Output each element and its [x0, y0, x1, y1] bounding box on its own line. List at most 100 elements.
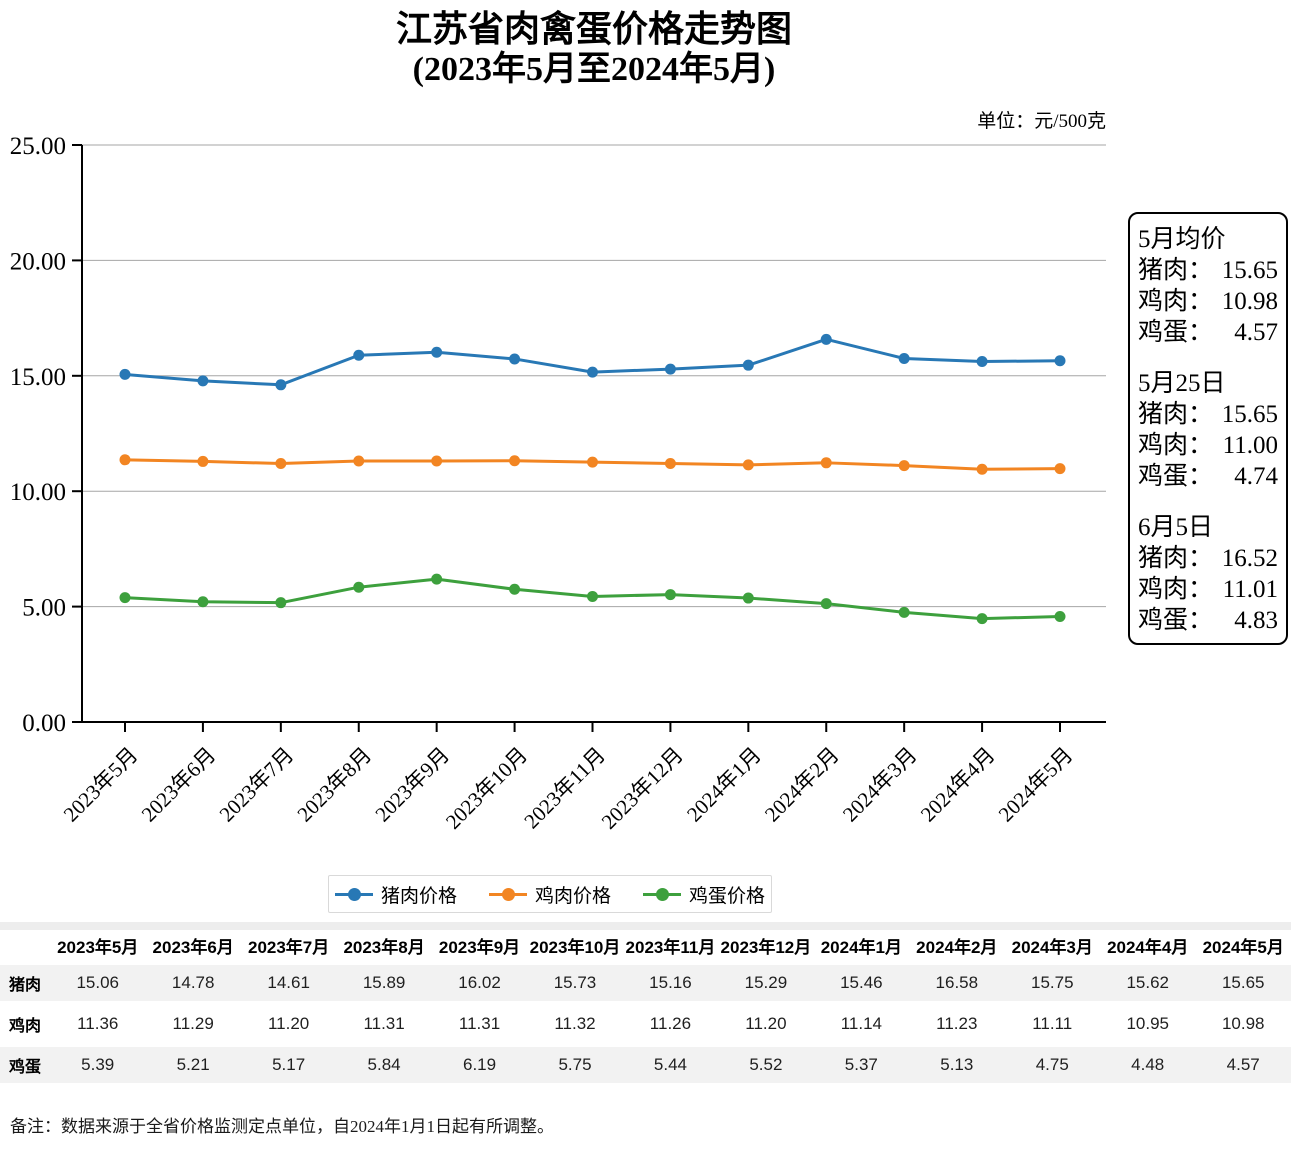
table-cell: 15.16: [622, 960, 719, 1006]
pork-data-point: [353, 349, 365, 361]
legend-label: 鸡肉价格: [535, 885, 612, 907]
table-cell: 11.11: [1004, 1001, 1100, 1047]
footnote: 备注：数据来源于全省价格监测定点单位，自2024年1月1日起有所调整。: [10, 1117, 554, 1136]
table-cell: 11.26: [622, 1001, 719, 1047]
price-trend-chart: 0.005.0010.0015.0020.0025.002023年5月2023年…: [10, 133, 1106, 834]
table-column-header: 2023年9月: [431, 930, 528, 964]
summary-value: 15.65: [1221, 257, 1278, 284]
pork-data-point: [509, 353, 521, 365]
table-cell: 11.32: [527, 1001, 623, 1047]
pork-data-point: [587, 366, 598, 378]
x-axis-label: 2024年2月: [760, 743, 844, 827]
table-cell: 11.31: [336, 1001, 432, 1047]
table-cell: 11.23: [909, 1001, 1005, 1047]
table-cell: 4.75: [1004, 1042, 1100, 1088]
table-column-header: 2023年8月: [336, 930, 432, 964]
table-cell: 5.44: [622, 1042, 719, 1088]
legend-item-pork: 猪肉价格: [335, 881, 457, 908]
egg-data-point: [820, 598, 832, 610]
pork-data-point: [1054, 355, 1066, 367]
table-cell: 5.52: [718, 1042, 814, 1088]
x-axis-label: 2024年5月: [994, 743, 1078, 827]
summary-heading: 5月均价: [1138, 226, 1226, 253]
pork-data-point: [976, 355, 988, 367]
table-cell: 5.75: [527, 1042, 623, 1088]
egg-data-point: [197, 596, 209, 608]
summary-value: 10.98: [1221, 288, 1278, 315]
legend-label: 猪肉价格: [381, 885, 458, 907]
table-column-header: 2024年4月: [1099, 930, 1196, 964]
egg-data-point: [353, 581, 365, 593]
table-column-header: 2023年5月: [50, 930, 146, 964]
legend-item-chicken: 鸡肉价格: [489, 881, 611, 908]
table-row: 猪肉 15.06 14.78 14.61 15.89 16.02 15.73 15.16 15.…: [0, 960, 1291, 1006]
egg-data-point: [976, 613, 988, 625]
table-cell: 11.29: [145, 1001, 241, 1047]
pork-data-point: [275, 379, 287, 391]
table-cell: 10.98: [1195, 1001, 1291, 1047]
summary-row: 鸡肉： 11.01: [1138, 574, 1278, 605]
chicken-data-point: [664, 458, 676, 470]
summary-heading: 6月5日: [1138, 514, 1214, 541]
summary-row: 鸡肉： 10.98: [1138, 286, 1278, 317]
chicken-data-point: [742, 459, 754, 471]
pork-data-point: [820, 333, 832, 345]
summary-row: 猪肉： 15.65: [1138, 255, 1278, 286]
summary-label: 猪肉：: [1138, 401, 1214, 428]
price-table-section: 2023年5月 2023年6月 2023年7月 2023年8月 2023年9月 2023年…: [0, 922, 1291, 1088]
table-top-strip: [0, 922, 1291, 930]
chart-legend: 猪肉价格 鸡肉价格 鸡蛋价格: [328, 875, 773, 913]
y-axis-label: 5.00: [22, 595, 66, 622]
table-cell: 5.37: [813, 1042, 910, 1088]
table-cell: 14.61: [240, 960, 337, 1006]
table-cell: 11.14: [813, 1001, 910, 1047]
y-axis-label: 10.00: [10, 479, 66, 506]
summary-heading: 5月25日: [1138, 370, 1226, 397]
summary-label: 鸡蛋：: [1138, 607, 1214, 634]
unit-label: 单位：元/500克: [977, 111, 1106, 132]
chart-title-line1: 江苏省肉禽蛋价格走势图: [395, 9, 792, 49]
x-axis-label: 2024年4月: [916, 743, 1000, 827]
summary-section: 6月5日 猪肉： 16.52 鸡肉： 11.01 鸡蛋： 4.83: [1138, 512, 1278, 636]
legend-label: 鸡蛋价格: [689, 885, 766, 907]
legend-item-egg: 鸡蛋价格: [643, 881, 765, 908]
table-column-header: 2023年6月: [145, 930, 241, 964]
x-axis-label: 2023年9月: [370, 743, 454, 827]
summary-row: 鸡蛋： 4.83: [1138, 605, 1278, 636]
summary-value: 4.74: [1234, 463, 1278, 490]
table-cell: 5.84: [336, 1042, 432, 1088]
table-cell: 15.89: [336, 960, 432, 1006]
table-cell: 15.29: [718, 960, 814, 1006]
table-cell: 14.78: [145, 960, 241, 1006]
table-cell: 5.13: [909, 1042, 1005, 1088]
table-column-header: 2024年1月: [813, 930, 910, 964]
egg-legend-marker-icon: [643, 887, 682, 901]
egg-data-point: [431, 573, 443, 585]
table-cell: 11.20: [240, 1001, 337, 1047]
pork-price-line: [124, 337, 1061, 387]
pork-data-point: [742, 359, 754, 371]
x-axis-label: 2023年8月: [292, 743, 376, 827]
chart-title: 江苏省肉禽蛋价格走势图 (2023年5月至2024年5月): [0, 8, 1188, 90]
x-axis-label: 2023年11月: [519, 743, 610, 834]
table-column-header: 2024年3月: [1004, 930, 1100, 964]
summary-label: 鸡肉：: [1138, 288, 1214, 315]
chicken-data-point: [431, 455, 443, 467]
table-cell: 16.02: [431, 960, 528, 1006]
summary-value: 11.00: [1222, 432, 1278, 459]
summary-section: 5月均价 猪肉： 15.65 鸡肉： 10.98 鸡蛋： 4.57: [1138, 224, 1278, 348]
egg-data-point: [509, 583, 521, 595]
chicken-data-point: [197, 455, 209, 467]
x-axis-label: 2023年10月: [441, 743, 532, 834]
chicken-data-point: [976, 463, 988, 475]
y-axis-label: 25.00: [10, 133, 66, 160]
table-cell: 15.73: [527, 960, 623, 1006]
chicken-data-point: [509, 455, 521, 467]
summary-value: 4.57: [1234, 319, 1278, 346]
summary-value: 11.01: [1222, 576, 1278, 603]
table-cell: 15.46: [813, 960, 910, 1006]
y-axis-label: 20.00: [10, 248, 66, 275]
y-axis-label: 0.00: [22, 710, 66, 737]
table-cell: 10.95: [1099, 1001, 1196, 1047]
table-cell: 5.39: [50, 1042, 146, 1088]
